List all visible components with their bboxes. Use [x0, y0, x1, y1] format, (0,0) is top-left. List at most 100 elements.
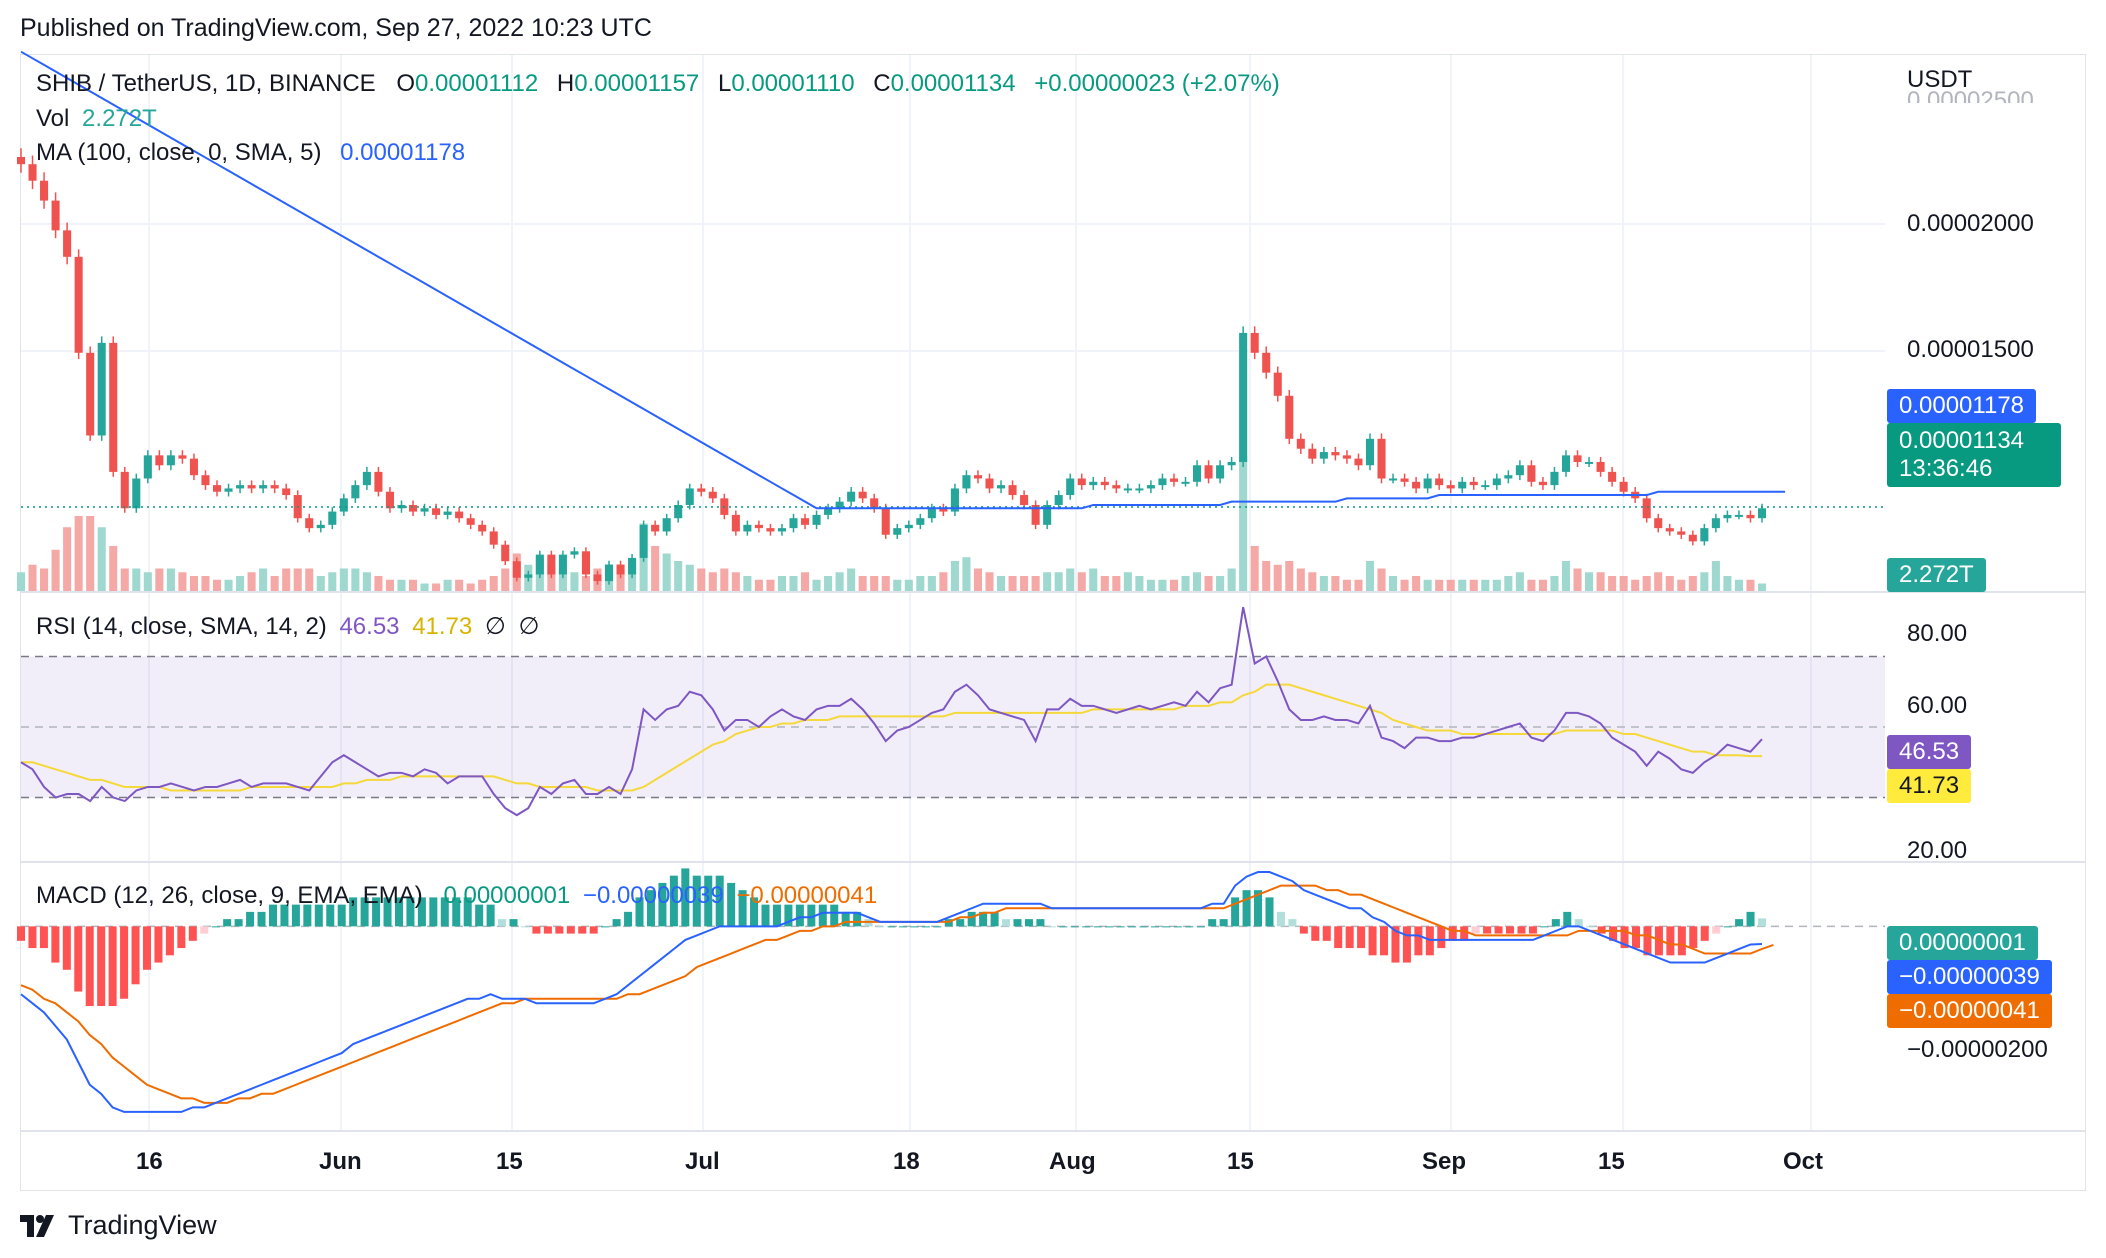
volume-bar-52: [616, 568, 625, 591]
volume-bar-115: [1342, 579, 1351, 591]
volume-bar-66: [777, 576, 787, 591]
volume-bar-40: [478, 579, 487, 591]
macd-hist-bar-96: [1116, 926, 1125, 928]
volume-bar-11: [143, 572, 152, 591]
candle-body-17: [212, 485, 222, 492]
candle-body-64: [754, 524, 763, 529]
volume-bar-138: [1608, 576, 1617, 591]
rsi-legend[interactable]: RSI (14, close, SMA, 14, 2) 46.53 41.73 …: [36, 612, 545, 641]
candle-body-67: [789, 518, 798, 529]
macd-legend[interactable]: MACD (12, 26, close, 9, EMA, EMA) 0.0000…: [36, 882, 883, 910]
volume-bar-113: [1319, 576, 1328, 591]
macd-hist-bar-57: [669, 875, 678, 927]
candle-body-14: [178, 455, 187, 459]
x-label-sep: Sep: [1422, 1148, 1467, 1175]
macd-hist-bar-73: [853, 911, 862, 927]
candle-body-125: [1458, 481, 1467, 489]
candle-body-70: [824, 508, 833, 515]
macd-hist-bar-56: [658, 882, 667, 927]
candle-body-15: [189, 458, 198, 476]
macd-hist-bar-117: [1357, 926, 1366, 949]
volume-bar-9: [120, 568, 129, 591]
volume-bar-27: [328, 572, 337, 591]
macd-hist-bar-151: [1746, 911, 1755, 927]
volume-bar-34: [408, 579, 418, 591]
change-value: +0.00000023 (+2.07%): [1034, 70, 1280, 97]
macd-hist-bar-3: [51, 926, 60, 963]
macd-hist-bar-31: [372, 897, 381, 927]
candle-body-135: [1573, 455, 1582, 462]
macd-hist-bar-134: [1551, 919, 1560, 927]
macd-hist-bar-147: [1700, 926, 1709, 941]
candle-body-146: [1700, 528, 1709, 542]
candle-body-18: [224, 488, 233, 492]
low-label: L: [717, 70, 732, 97]
candle-body-107: [1250, 332, 1259, 353]
macd-hist-bar-122: [1414, 926, 1423, 956]
volume-bar-105: [1227, 568, 1236, 591]
volume-bar-151: [1757, 583, 1767, 591]
candle-body-86: [1008, 485, 1017, 496]
macd-hist-bar-148: [1712, 926, 1721, 934]
candle-body-143: [1665, 528, 1674, 532]
macd-hist-badge: 0.00000001: [1887, 926, 2038, 960]
candle-body-30: [362, 471, 371, 486]
candle-body-53: [628, 557, 637, 575]
volume-bar-14: [178, 572, 187, 591]
candle-body-112: [1308, 448, 1317, 459]
candle-body-13: [166, 455, 175, 466]
macd-hist-bar-18: [223, 919, 232, 927]
candle-body-138: [1608, 471, 1617, 482]
candle-body-74: [870, 498, 879, 509]
macd-hist-bar-100: [1162, 926, 1171, 928]
volume-bar-102: [1193, 572, 1202, 591]
symbol-name[interactable]: SHIB / TetherUS, 1D, BINANCE: [36, 70, 376, 97]
volume-bar-13: [166, 568, 175, 591]
candle-body-130: [1515, 465, 1524, 476]
macd-hist-bar-79: [921, 926, 930, 928]
candle-body-114: [1331, 452, 1340, 456]
volume-bar-87: [1020, 576, 1029, 591]
macd-hist-bar-150: [1735, 919, 1744, 927]
candle-body-10: [132, 478, 141, 509]
volume-bar-84: [985, 572, 994, 591]
macd-hist-bar-22: [268, 904, 277, 927]
volume-bar-29: [351, 568, 360, 591]
candle-body-80: [939, 508, 948, 512]
candle-body-113: [1319, 452, 1328, 459]
volume-bar-128: [1492, 579, 1501, 591]
symbol-legend[interactable]: SHIB / TetherUS, 1D, BINANCE O0.00001112…: [36, 70, 1286, 98]
volume-bar-114: [1331, 576, 1340, 591]
macd-hist-bar-145: [1677, 926, 1686, 956]
volume-bar-7: [97, 527, 106, 591]
macd-hist-bar-146: [1689, 926, 1698, 949]
price-tick-clipped: 0.00002500: [1907, 87, 2034, 103]
ma-legend[interactable]: MA (100, close, 0, SMA, 5) 0.00001178: [36, 139, 471, 167]
macd-hist-bar-97: [1128, 926, 1137, 928]
macd-hist-bar-133: [1540, 926, 1549, 928]
candle-body-31: [374, 471, 383, 492]
volume-bar-72: [847, 568, 856, 591]
candle-body-131: [1527, 465, 1536, 482]
candle-body-117: [1365, 438, 1375, 466]
candle-body-21: [259, 485, 268, 489]
macd-hist-bar-23: [280, 904, 289, 927]
macd-hist-bar-112: [1299, 926, 1308, 934]
macd-hist-bar-28: [337, 904, 346, 927]
tradingview-brand[interactable]: TradingView: [20, 1210, 217, 1241]
candle-body-35: [420, 508, 429, 512]
candle-body-87: [1020, 495, 1029, 505]
macd-hist-bar-78: [910, 926, 919, 928]
volume-bar-26: [316, 576, 325, 591]
macd-hist-bar-29: [349, 897, 358, 927]
volume-bar-82: [962, 557, 971, 591]
candle-body-124: [1446, 485, 1455, 489]
volume-bar-68: [800, 572, 810, 591]
volume-bar-15: [189, 576, 198, 591]
candle-body-128: [1492, 478, 1501, 486]
candle-body-4: [63, 230, 72, 257]
volume-legend[interactable]: Vol 2.272T: [36, 105, 163, 133]
macd-hist-bar-130: [1506, 926, 1515, 934]
macd-hist-bar-4: [62, 926, 71, 970]
